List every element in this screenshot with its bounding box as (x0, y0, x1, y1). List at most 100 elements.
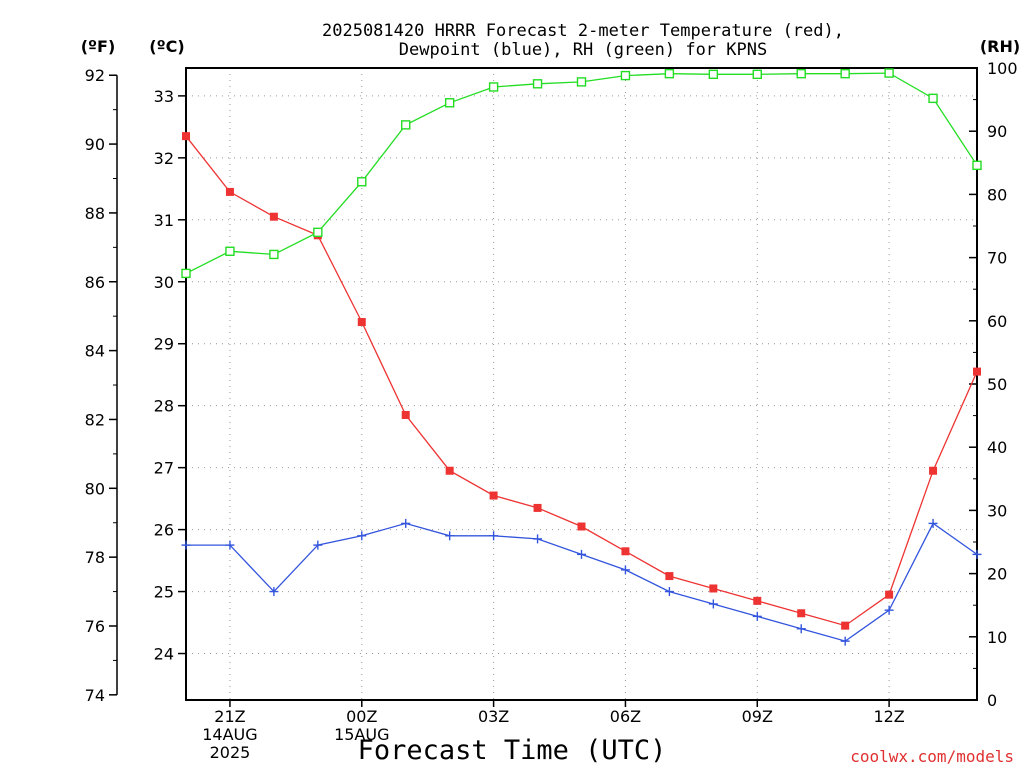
celsius-tick-label: 28 (154, 397, 174, 416)
rh-point (532, 79, 543, 89)
fahrenheit-tick-label: 84 (85, 342, 105, 361)
rh-point (708, 69, 719, 80)
rh-tick-label: 70 (987, 249, 1007, 268)
rh-point (181, 268, 191, 279)
rh-tick-label: 60 (987, 312, 1007, 331)
temperature-point (753, 596, 762, 605)
rh-point (313, 227, 323, 238)
plot-frame (185, 67, 978, 701)
temperature-point (709, 584, 718, 593)
fahrenheit-unit-label: (ºF) (81, 37, 116, 56)
x-axis-label: Forecast Time (UTC) (358, 735, 667, 766)
rh-tick-label: 30 (987, 501, 1007, 520)
celsius-tick-label: 24 (154, 645, 174, 664)
rh-point (840, 68, 850, 79)
celsius-tick-label: 32 (154, 149, 174, 168)
temperature-point (797, 609, 806, 618)
rh-point (225, 246, 235, 256)
temperature-point (973, 367, 981, 376)
celsius-tick-label: 33 (154, 87, 174, 106)
fahrenheit-tick-label: 90 (85, 135, 105, 154)
rh-point (620, 70, 631, 81)
fahrenheit-tick-label: 74 (85, 686, 105, 705)
credit-text: coolwx.com/models (850, 747, 1014, 766)
dewpoint-point (357, 531, 367, 541)
rh-point (269, 249, 279, 260)
dewpoint-point (752, 611, 762, 621)
temperature-point (885, 590, 894, 599)
rh-tick-label: 40 (987, 438, 1007, 457)
dewpoint-point (313, 540, 323, 550)
temperature-point (401, 410, 410, 419)
temperature-point (269, 212, 278, 221)
fahrenheit-tick-label: 88 (85, 204, 105, 223)
rh-point (928, 93, 938, 104)
rh-unit-label: (RH) (980, 37, 1020, 56)
celsius-unit-label: (ºC) (149, 37, 184, 56)
temperature-point (533, 503, 542, 512)
fahrenheit-tick-label: 80 (85, 479, 105, 498)
fahrenheit-tick-label: 78 (85, 548, 105, 567)
rh-tick-label: 0 (987, 691, 997, 710)
dewpoint-point (928, 518, 938, 528)
dewpoint-point (664, 587, 674, 597)
dewpoint-point (225, 540, 235, 550)
temperature-point (621, 547, 630, 556)
dewpoint-point (972, 549, 982, 559)
celsius-tick-label: 27 (154, 459, 174, 478)
chart-title-line-1: 2025081420 HRRR Forecast 2-meter Tempera… (322, 21, 844, 41)
temperature-point (357, 318, 366, 327)
time-tick-label: 03Z (478, 707, 509, 726)
dewpoint-point (884, 605, 894, 615)
rh-point (357, 177, 367, 187)
rh-point (884, 68, 894, 78)
temperature-point (929, 466, 938, 475)
rh-tick-label: 20 (987, 565, 1007, 584)
time-tick-label: 2025 (210, 743, 251, 762)
chart-title-line-2: Dewpoint (blue), RH (green) for KPNS (399, 40, 767, 60)
dewpoint-point (620, 565, 630, 575)
temperature-point (841, 621, 850, 630)
temperature-point (665, 572, 674, 581)
rh-point (972, 160, 982, 171)
rh-point (444, 98, 455, 108)
dewpoint-point (577, 549, 586, 559)
time-tick-label: 12Z (873, 707, 904, 726)
rh-point (401, 120, 411, 130)
dewpoint-point (269, 587, 279, 597)
dewpoint-point (489, 531, 499, 541)
dewpoint-point (445, 531, 455, 541)
temperature-point (445, 466, 454, 475)
temperature-point (182, 132, 190, 141)
rh-tick-label: 90 (987, 122, 1007, 141)
fahrenheit-tick-label: 86 (85, 273, 105, 292)
temperature-point (577, 522, 586, 531)
temperature-point (489, 491, 498, 500)
rh-line (185, 72, 978, 274)
time-tick-label: 06Z (610, 707, 641, 726)
temperature-point (225, 187, 234, 196)
rh-point (488, 82, 499, 92)
celsius-tick-label: 29 (154, 335, 174, 354)
rh-series (181, 68, 982, 279)
celsius-tick-label: 30 (154, 273, 174, 292)
rh-point (796, 68, 806, 79)
fahrenheit-tick-label: 92 (85, 66, 105, 85)
fahrenheit-tick-label: 76 (85, 617, 105, 636)
series (181, 68, 982, 646)
dewpoint-point (796, 624, 806, 634)
dewpoint-line (186, 522, 978, 642)
celsius-tick-label: 31 (154, 211, 174, 230)
dewpoint-point (708, 599, 718, 609)
time-tick-label: 09Z (742, 707, 773, 726)
time-tick-label: 00Z (346, 707, 377, 726)
dewpoint-point (533, 534, 543, 544)
grid (186, 68, 977, 700)
rh-tick-label: 80 (987, 185, 1007, 204)
time-tick-label: 15AUG (334, 725, 389, 744)
time-tick-label: 14AUG (202, 725, 257, 744)
axes: 74 76 78 80 82 84 86 88 90 92 24 25 26 27 28 29 30 31 32 33… (85, 59, 1018, 762)
time-tick-label: 21Z (214, 707, 245, 726)
dewpoint-point (181, 540, 191, 550)
